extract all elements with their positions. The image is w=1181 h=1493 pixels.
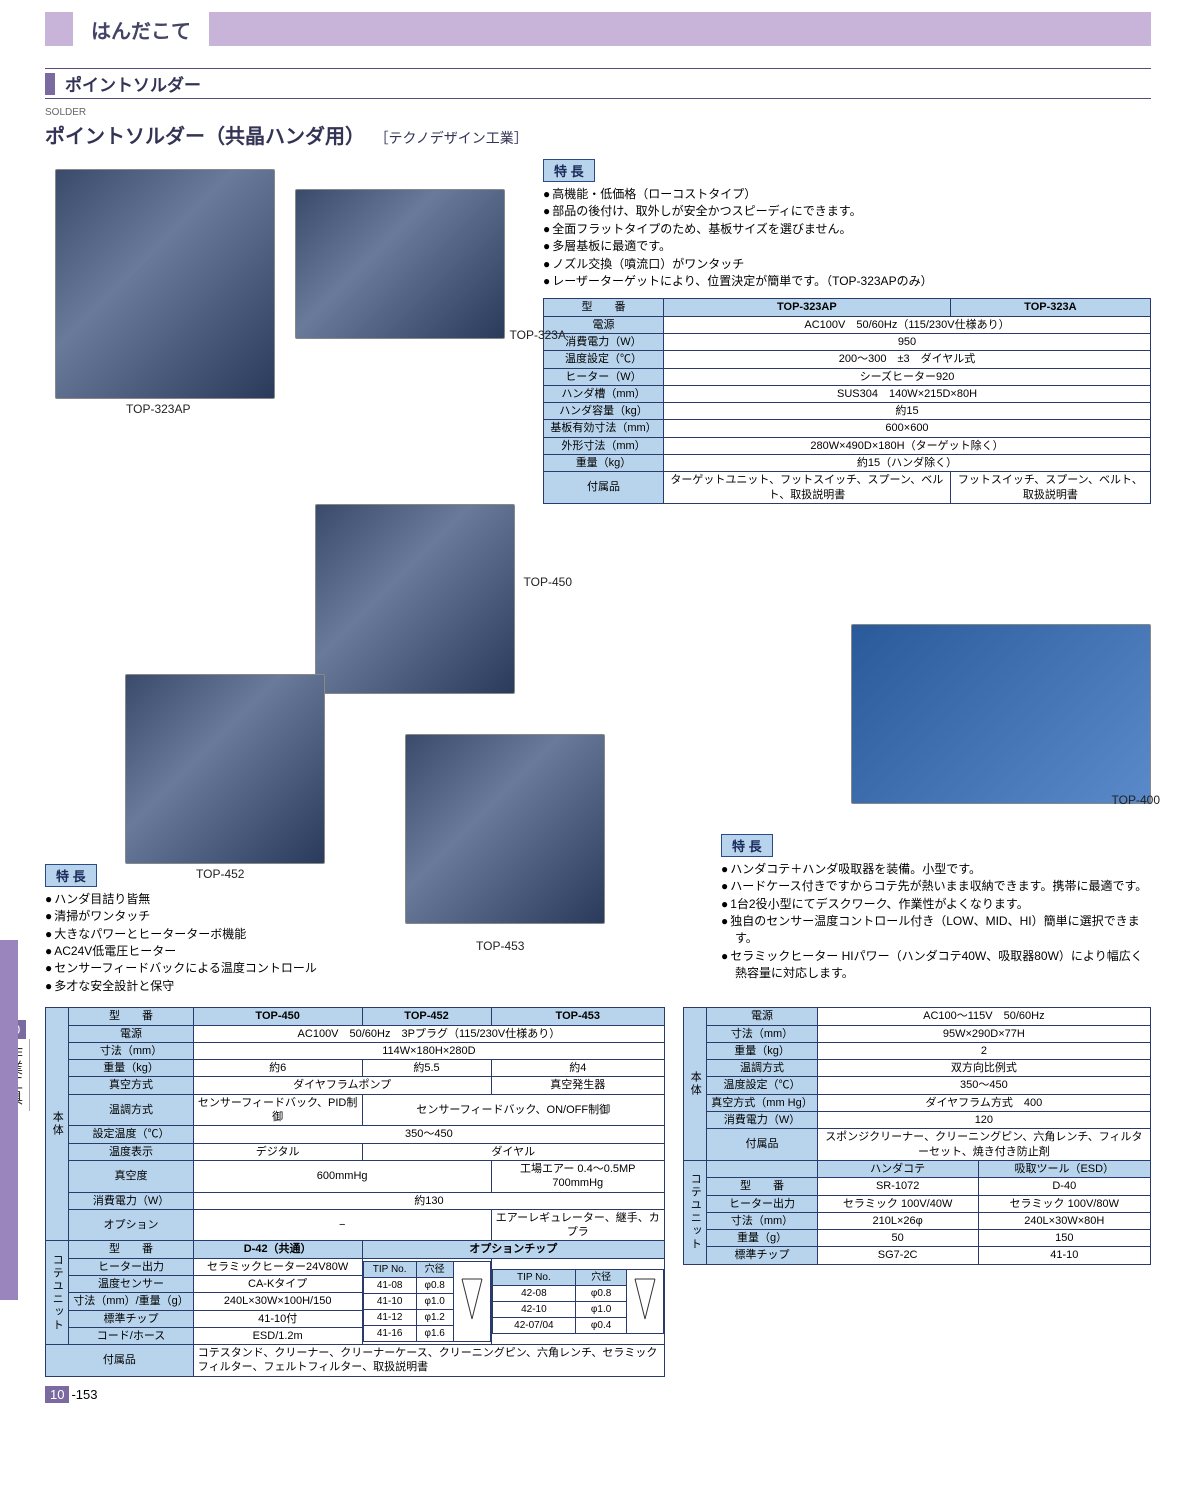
product-title: ポイントソルダー（共晶ハンダ用） ［テクノデザイン工業］ <box>45 120 1151 149</box>
product-image-top-323a: TOP-323A <box>295 189 505 339</box>
page-number-page: -153 <box>71 1387 97 1402</box>
page-number-section: 10 <box>45 1386 69 1403</box>
features-list-1: 高機能・低価格（ローコストタイプ）部品の後付け、取外しが安全かつスピーディにでき… <box>543 186 1151 290</box>
feature-item: 大きなパワーとヒーターターボ機能 <box>45 926 385 943</box>
product-title-main: ポイントソルダー（共晶ハンダ用） <box>45 126 365 148</box>
feature-item: ノズル交換（噴流口）がワンタッチ <box>543 256 1151 273</box>
english-label: SOLDER <box>45 107 1151 118</box>
feature-item: 独自のセンサー温度コントロール付き（LOW、MID、HI）簡単に選択できます。 <box>721 913 1151 948</box>
page-number: 10-153 <box>45 1387 1151 1402</box>
feature-item: セラミックヒーター HIパワー（ハンダコテ40W、吸取器80W）により幅広く熱容… <box>721 948 1151 983</box>
feature-item: AC24V低電圧ヒーター <box>45 943 385 960</box>
image-caption: TOP-450 <box>524 575 572 589</box>
side-tab-strip <box>0 940 18 1300</box>
feature-item: 部品の後付け、取外しが安全かつスピーディにできます。 <box>543 203 1151 220</box>
spec-table-1: 型 番TOP-323APTOP-323A電源AC100V 50/60Hz（115… <box>543 298 1151 504</box>
feature-item: 全面フラットタイプのため、基板サイズを選びません。 <box>543 221 1151 238</box>
feature-item: 高機能・低価格（ローコストタイプ） <box>543 186 1151 203</box>
feature-item: ハンダコテ＋ハンダ吸取器を装備。小型です。 <box>721 861 1151 878</box>
image-caption: TOP-452 <box>196 867 244 881</box>
spec-table-3: 本体電源AC100〜115V 50/60Hz寸法（mm）95W×290D×77H… <box>683 1007 1151 1264</box>
image-caption: TOP-323AP <box>126 402 190 416</box>
category-banner: はんだこて <box>45 12 1151 46</box>
feature-item: レーザーターゲットにより、位置決定が簡単です。（TOP-323APのみ） <box>543 273 1151 290</box>
product-image-top-450: TOP-450 <box>315 504 515 694</box>
features-label: 特 長 <box>721 834 773 857</box>
product-image-top-400: TOP-400 <box>851 624 1151 804</box>
product-image-top-323ap: TOP-323AP <box>55 169 275 399</box>
image-caption: TOP-400 <box>1112 793 1160 807</box>
category-title: はんだこて <box>73 11 209 48</box>
features-list-3: ハンダコテ＋ハンダ吸取器を装備。小型です。ハードケース付きですからコテ先が熱いま… <box>721 861 1151 983</box>
feature-item: センサーフィードバックによる温度コントロール <box>45 960 385 977</box>
product-title-sub: ［テクノデザイン工業］ <box>375 130 528 146</box>
image-caption: TOP-453 <box>476 939 524 953</box>
feature-item: 多才な安全設計と保守 <box>45 978 385 995</box>
section-accent <box>45 73 55 95</box>
features-label: 特 長 <box>543 159 595 182</box>
section-title: ポイントソルダー <box>65 71 201 96</box>
feature-item: 1台2役小型にてデスクワーク、作業性がよくなります。 <box>721 896 1151 913</box>
section-bar: ポイントソルダー <box>45 68 1151 99</box>
feature-item: ハードケース付きですからコテ先が熱いまま収納できます。携帯に最適です。 <box>721 878 1151 895</box>
side-tab: 10 作業工具 <box>0 1020 34 1111</box>
image-caption: TOP-323A <box>510 328 566 342</box>
product-image-top-453: TOP-453 <box>405 734 605 924</box>
product-image-top-452: TOP-452 <box>125 674 325 864</box>
feature-item: 多層基板に最適です。 <box>543 238 1151 255</box>
spec-table-2: 本体型 番TOP-450TOP-452TOP-453電源AC100V 50/60… <box>45 1007 665 1377</box>
